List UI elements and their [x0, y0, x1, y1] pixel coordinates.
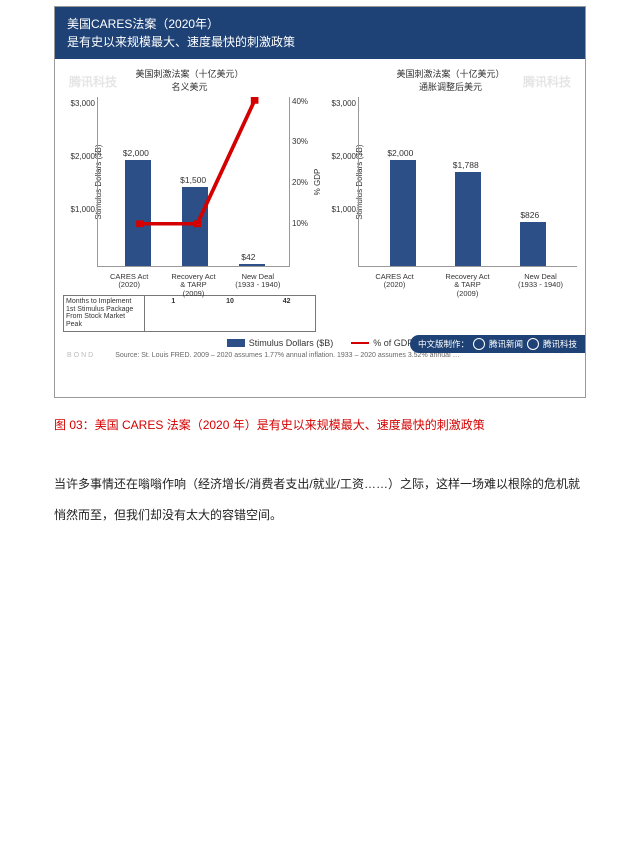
months-cell: 42 — [258, 296, 315, 331]
chart-left-title: 美国刺激法案（十亿美元） — [63, 67, 316, 80]
chart-right: 腾讯科技 腾讯科技 美国刺激法案（十亿美元） 通胀调整后美元 Stimulus … — [324, 67, 577, 332]
banner-line1: 美国CARES法案（2020年） — [67, 15, 573, 33]
legend-line: % of GDP — [351, 338, 413, 348]
yaxis-left: Stimulus Dollars ($B) $3,000 $2,000 $1,0… — [63, 97, 97, 267]
ytick: 20% — [292, 178, 308, 187]
ylabel-right: % GDP — [313, 169, 322, 196]
xcat: CARES Act(2020) — [358, 273, 431, 298]
plot-area-left: $2,000 $1,500 $42 — [97, 97, 290, 267]
ytick: $2,000 — [332, 152, 356, 161]
ytick: $3,000 — [71, 99, 95, 108]
chart-right-title: 美国刺激法案（十亿美元） — [324, 67, 577, 80]
bar — [455, 172, 481, 266]
chart-left: 腾讯科技 美国刺激法案（十亿美元） 名义美元 Stimulus Dollars … — [63, 67, 316, 332]
slide-container: 美国CARES法案（2020年） 是有史以来规模最大、速度最快的刺激政策 腾讯科… — [54, 6, 586, 398]
yaxis-left: Stimulus Dollars ($B) $3,000 $2,000 $1,0… — [324, 97, 358, 267]
legend-line-label: % of GDP — [373, 338, 413, 348]
xcat: Recovery Act& TARP(2009) — [431, 273, 504, 298]
chart-right-plot: Stimulus Dollars ($B) $3,000 $2,000 $1,0… — [324, 97, 577, 267]
banner: 美国CARES法案（2020年） 是有史以来规模最大、速度最快的刺激政策 — [55, 7, 585, 59]
charts-row: 腾讯科技 美国刺激法案（十亿美元） 名义美元 Stimulus Dollars … — [55, 59, 585, 332]
xcat: CARES Act(2020) — [97, 273, 161, 298]
banner-line2: 是有史以来规模最大、速度最快的刺激政策 — [67, 33, 573, 51]
tencent-icon — [527, 338, 539, 350]
bar — [390, 160, 416, 266]
yaxis-right: % GDP 40% 30% 20% 10% — [290, 97, 316, 267]
legend-bars: Stimulus Dollars ($B) — [227, 338, 334, 348]
chart-right-subtitle: 通胀调整后美元 — [324, 80, 577, 93]
bar-label: $1,788 — [453, 160, 479, 170]
plot-area-right: $2,000 $1,788 $826 — [358, 97, 577, 267]
figure-caption: 图 03：美国 CARES 法案（2020 年）是有史以来规模最大、速度最快的刺… — [54, 416, 586, 435]
gdp-line — [98, 97, 289, 266]
months-table: Months to Implement 1st Stimulus Package… — [63, 295, 316, 332]
months-cell: 1 — [145, 296, 202, 331]
months-table-header: Months to Implement 1st Stimulus Package… — [64, 296, 145, 331]
months-cell: 10 — [202, 296, 259, 331]
credit-bar: 中文版制作： 腾讯新闻 腾讯科技 — [410, 335, 585, 353]
ytick: $1,000 — [332, 205, 356, 214]
bond-label: BOND — [67, 352, 95, 359]
ytick: 30% — [292, 137, 308, 146]
body-paragraph: 当许多事情还在嗡嗡作响（经济增长/消费者支出/就业/工资……）之际，这样一场难以… — [54, 469, 586, 531]
swatch-bars — [227, 339, 245, 347]
xcat: New Deal(1933 - 1940) — [226, 273, 290, 298]
bar-label: $826 — [520, 210, 539, 220]
ytick: 40% — [292, 97, 308, 106]
xcat: New Deal(1933 - 1940) — [504, 273, 577, 298]
ytick: $1,000 — [71, 205, 95, 214]
bar — [520, 222, 546, 266]
xcat: Recovery Act& TARP(2009) — [161, 273, 225, 298]
ytick: $2,000 — [71, 152, 95, 161]
chart-left-subtitle: 名义美元 — [63, 80, 316, 93]
ytick: $3,000 — [332, 99, 356, 108]
ytick: 10% — [292, 219, 308, 228]
xaxis-cats-right: CARES Act(2020) Recovery Act& TARP(2009)… — [358, 273, 577, 298]
xaxis-cats-left: CARES Act(2020) Recovery Act& TARP(2009)… — [97, 273, 290, 298]
legend-bars-label: Stimulus Dollars ($B) — [249, 338, 334, 348]
tencent-icon — [473, 338, 485, 350]
swatch-line — [351, 342, 369, 344]
credit-item2: 腾讯科技 — [543, 338, 577, 350]
credit-prefix: 中文版制作： — [418, 338, 469, 350]
bar-label: $2,000 — [387, 148, 413, 158]
chart-left-plot: Stimulus Dollars ($B) $3,000 $2,000 $1,0… — [63, 97, 316, 267]
source-text: Source: St. Louis FRED. 2009 – 2020 assu… — [115, 352, 459, 359]
credit-item1: 腾讯新闻 — [489, 338, 523, 350]
